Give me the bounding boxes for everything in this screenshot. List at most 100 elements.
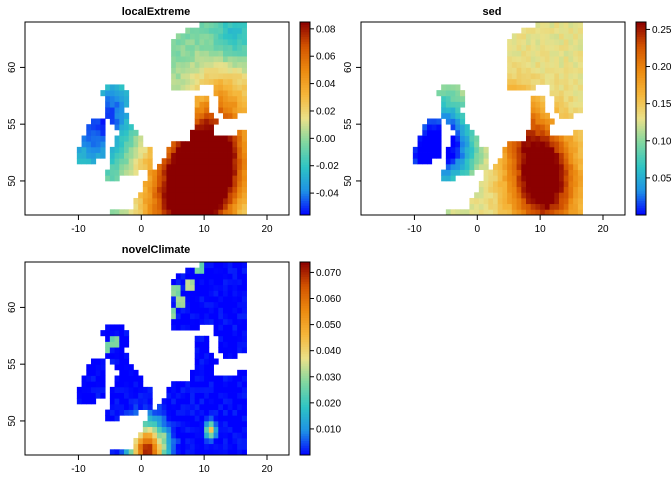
- raster-cell: [516, 158, 522, 165]
- raster-cell: [478, 186, 484, 193]
- raster-cell: [511, 67, 517, 74]
- raster-cell: [171, 432, 177, 439]
- raster-cell: [194, 335, 200, 342]
- raster-cell: [185, 279, 191, 286]
- legend-swatch: [300, 55, 310, 59]
- raster-cell: [100, 146, 106, 153]
- raster-cell: [469, 135, 475, 142]
- raster-cell: [232, 163, 238, 170]
- raster-cell: [166, 175, 172, 182]
- raster-cell: [109, 403, 115, 410]
- raster-cell: [190, 369, 196, 376]
- raster-cell: [516, 141, 522, 148]
- legend-swatch: [300, 409, 310, 413]
- raster-cell: [171, 192, 177, 199]
- raster-cell: [208, 175, 214, 182]
- raster-cell: [540, 112, 546, 119]
- raster-cell: [175, 290, 181, 297]
- raster-cell: [223, 386, 229, 393]
- raster-cell: [493, 192, 499, 199]
- legend-swatch: [300, 368, 310, 372]
- raster-cell: [204, 432, 210, 439]
- legend-swatch: [300, 274, 310, 277]
- y-tick-label: 50: [7, 175, 18, 187]
- raster-cell: [213, 420, 219, 428]
- raster-cell: [227, 186, 233, 193]
- raster-cell: [544, 39, 550, 46]
- raster-cell: [105, 101, 111, 108]
- legend-swatch: [300, 67, 310, 71]
- legend-swatch: [300, 281, 310, 285]
- raster-cell: [128, 364, 134, 371]
- raster-cell: [563, 33, 569, 40]
- raster-cell: [227, 318, 233, 325]
- raster-cell: [190, 175, 196, 182]
- raster-cell: [91, 158, 97, 165]
- raster-cell: [237, 296, 243, 303]
- raster-cell: [190, 267, 196, 274]
- raster-cell: [194, 101, 200, 108]
- raster-cell: [147, 420, 153, 428]
- raster-cell: [549, 33, 555, 40]
- raster-cell: [194, 56, 200, 63]
- raster-cell: [478, 146, 484, 153]
- raster-cell: [204, 67, 210, 74]
- raster-cell: [142, 432, 148, 439]
- raster-cell: [114, 90, 120, 97]
- raster-cell: [185, 313, 191, 320]
- raster-cell: [563, 73, 569, 80]
- raster-cell: [530, 33, 536, 40]
- raster-cell: [199, 175, 205, 182]
- raster-cell: [483, 197, 489, 205]
- raster-cell: [194, 107, 200, 114]
- raster-cell: [554, 152, 560, 159]
- raster-cell: [91, 135, 97, 142]
- raster-cell: [540, 180, 546, 188]
- legend-swatch: [300, 382, 310, 386]
- raster-cell: [563, 163, 569, 170]
- raster-cell: [540, 141, 546, 148]
- raster-cell: [199, 262, 205, 269]
- raster-cell: [573, 50, 579, 57]
- legend-swatch: [636, 135, 646, 139]
- raster-cell: [577, 146, 583, 153]
- raster-cell: [577, 27, 583, 34]
- raster-cell: [511, 203, 517, 210]
- legend-swatch: [636, 166, 646, 170]
- raster-cell: [577, 192, 583, 199]
- raster-cell: [544, 124, 550, 131]
- raster-cell: [568, 135, 574, 142]
- raster-cell: [227, 313, 233, 320]
- raster-cell: [450, 158, 456, 165]
- raster-cell: [223, 420, 229, 428]
- raster-cell: [190, 318, 196, 325]
- raster-cell: [91, 152, 97, 159]
- raster-cell: [445, 101, 451, 108]
- legend-swatch: [300, 154, 310, 158]
- raster-cell: [241, 192, 247, 199]
- raster-cell: [431, 135, 437, 142]
- raster-cell: [573, 158, 579, 165]
- raster-cell: [516, 209, 522, 216]
- legend-swatch: [636, 142, 646, 146]
- legend-swatch: [300, 440, 310, 444]
- raster-cell: [535, 101, 541, 108]
- raster-cell: [190, 209, 196, 216]
- raster-cell: [544, 203, 550, 210]
- raster-cell: [241, 146, 247, 153]
- raster-cell: [105, 330, 111, 337]
- legend-swatch: [300, 377, 310, 381]
- raster-cell: [171, 186, 177, 193]
- raster-cell: [204, 61, 210, 68]
- raster-cell: [232, 375, 238, 382]
- raster-cell: [241, 50, 247, 57]
- raster-cell: [180, 141, 186, 148]
- raster-cell: [526, 84, 532, 91]
- legend-swatch: [300, 113, 310, 117]
- raster-cell: [241, 284, 247, 291]
- raster-cell: [232, 192, 238, 199]
- raster-cell: [128, 398, 134, 405]
- raster-cell: [142, 443, 148, 450]
- raster-cell: [204, 358, 210, 365]
- raster-cell: [227, 403, 233, 410]
